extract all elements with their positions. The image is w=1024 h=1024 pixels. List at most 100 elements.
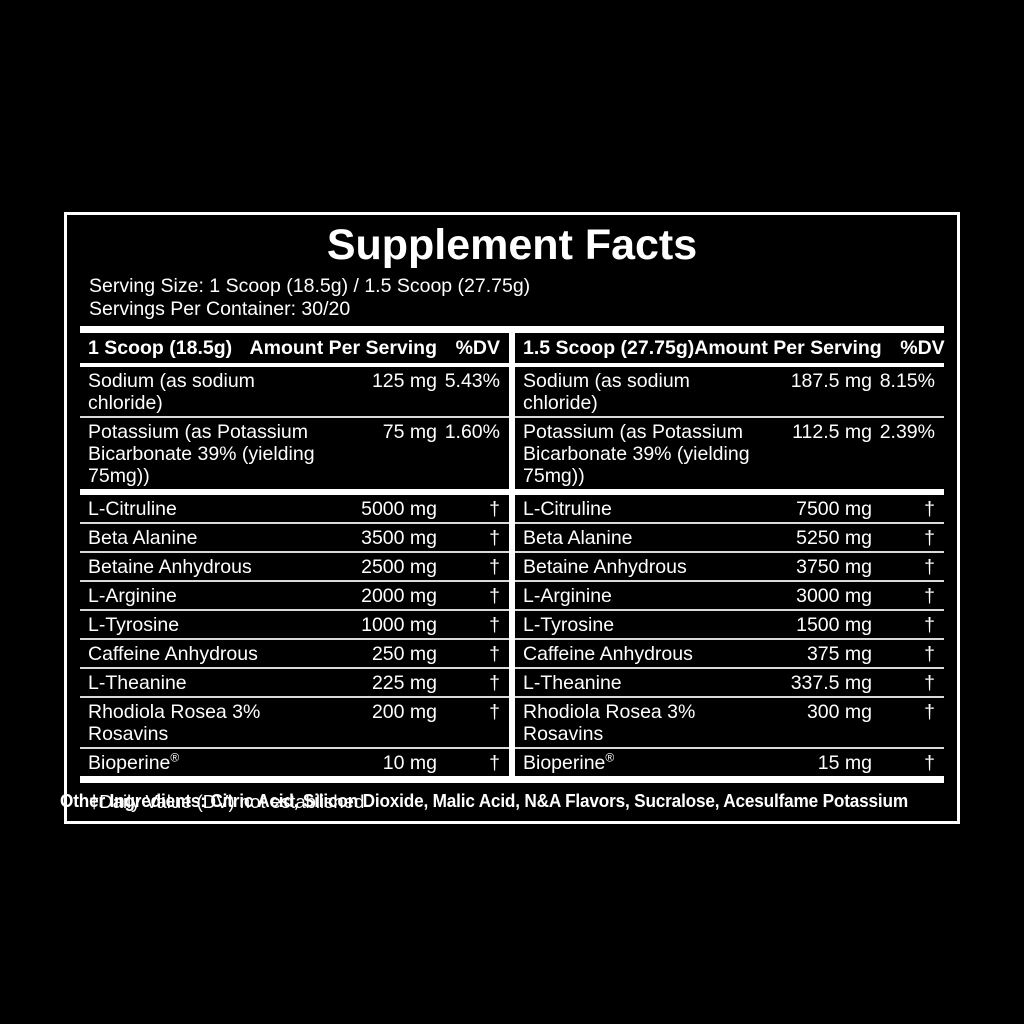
ingredient-row-dv: †: [489, 642, 500, 665]
ingredient-row-name: L-Theanine: [523, 671, 622, 694]
ingredient-row-name: Rhodiola Rosea 3% Rosavins: [80, 701, 317, 745]
ingredient-row-name: L-Arginine: [523, 584, 612, 607]
row-rule: [515, 696, 944, 698]
registered-trademark-symbol: ®: [605, 750, 615, 764]
ingredient-row-name: Betaine Anhydrous: [523, 555, 687, 578]
ingredient-row-amount: 200 mg: [371, 700, 437, 723]
mineral-row-amount: 112.5 mg: [792, 420, 872, 443]
serving-size-line: Serving Size: 1 Scoop (18.5g) / 1.5 Scoo…: [89, 275, 531, 297]
mineral-row-name: Potassium (as Potassium Bicarbonate 39% (…: [80, 421, 317, 487]
ingredient-row-name: Bioperine®: [88, 750, 180, 774]
ingredient-row-name: L-Citruline: [88, 497, 177, 520]
mineral-row: Sodium (as sodium chloride) 187.5 mg 8.15%: [515, 367, 944, 416]
ingredient-row-amount: 10 mg: [382, 751, 437, 774]
mineral-row-dv: 1.60%: [444, 420, 500, 443]
amount-per-serving-header: Amount Per Serving: [249, 337, 437, 359]
column-left: 1 Scoop (18.5g) Amount Per Serving %DV Sodi…: [80, 333, 509, 776]
supplement-facts-panel: Supplement Facts Serving Size: 1 Scoop (…: [64, 212, 960, 824]
percent-dv-header: %DV: [900, 337, 945, 359]
ingredient-row-dv: †: [489, 700, 500, 723]
ingredient-row-name: L-Citruline: [523, 497, 612, 520]
ingredient-row-amount: 2000 mg: [361, 584, 437, 607]
column-header: 1.5 Scoop (27.75g) Amount Per Serving %DV: [515, 333, 945, 363]
ingredient-row-dv: †: [489, 555, 500, 578]
column-right: 1.5 Scoop (27.75g) Amount Per Serving %DV S…: [515, 333, 945, 776]
mineral-row-name: Potassium (as Potassium Bicarbonate 39% (…: [515, 421, 752, 487]
ingredient-row-name: Rhodiola Rosea 3% Rosavins: [515, 701, 752, 745]
ingredient-row-dv: †: [924, 700, 935, 723]
ingredient-row-name-line2: Rosavins: [88, 722, 169, 745]
mineral-row-amount: 125 mg: [371, 369, 437, 392]
ingredient-row: Caffeine Anhydrous 375 mg †: [515, 640, 944, 667]
mineral-row-dv: 8.15%: [879, 369, 935, 392]
servings-per-container-line: Servings Per Container: 30/20: [89, 298, 351, 320]
ingredient-row: L-Tyrosine 1000 mg †: [80, 611, 509, 638]
ingredient-row-amount: 5000 mg: [361, 497, 437, 520]
row-rule: [515, 522, 944, 524]
ingredient-row-name: L-Theanine: [88, 671, 187, 694]
mineral-row: Sodium (as sodium chloride) 125 mg 5.43%: [80, 367, 509, 416]
amount-per-serving-header: Amount Per Serving: [694, 337, 882, 359]
row-rule: [515, 667, 944, 669]
bottom-divider-bar: [80, 776, 944, 783]
ingredient-row-dv: †: [924, 613, 935, 636]
mineral-row-name: Sodium (as sodium chloride): [523, 369, 690, 414]
mineral-row-name: Sodium (as sodium chloride): [88, 369, 255, 414]
ingredient-row-dv: †: [489, 613, 500, 636]
mineral-row-amount: 75 mg: [382, 420, 437, 443]
ingredient-row: L-Tyrosine 1500 mg †: [515, 611, 944, 638]
ingredient-row-name: Beta Alanine: [88, 526, 198, 549]
ingredient-row-dv: †: [489, 751, 500, 774]
top-divider-bar: [80, 326, 944, 333]
row-rule: [515, 609, 944, 611]
row-rule: [515, 580, 944, 582]
row-rule: [80, 696, 509, 698]
column-divider: [509, 333, 515, 776]
ingredient-row: L-Arginine 3000 mg †: [515, 582, 944, 609]
ingredient-row-dv: †: [924, 584, 935, 607]
ingredient-row-dv: †: [924, 671, 935, 694]
ingredient-row-name: Betaine Anhydrous: [88, 555, 252, 578]
ingredient-row-amount: 7500 mg: [796, 497, 872, 520]
ingredient-row-name-line2: Rosavins: [523, 722, 604, 745]
row-rule: [515, 416, 944, 418]
ingredient-row-dv: †: [489, 671, 500, 694]
ingredient-row-amount: 337.5 mg: [790, 671, 872, 694]
ingredient-row-amount: 375 mg: [806, 642, 872, 665]
ingredient-row-dv: †: [924, 751, 935, 774]
row-rule: [515, 638, 944, 640]
ingredient-row-name: Beta Alanine: [523, 526, 633, 549]
row-rule: [80, 609, 509, 611]
ingredient-row-amount: 250 mg: [371, 642, 437, 665]
ingredient-row-amount: 5250 mg: [796, 526, 872, 549]
column-header: 1 Scoop (18.5g) Amount Per Serving %DV: [80, 333, 509, 363]
percent-dv-header: %DV: [455, 337, 500, 359]
ingredient-row: L-Theanine 337.5 mg †: [515, 669, 944, 696]
serving-info: Serving Size: 1 Scoop (18.5g) / 1.5 Scoo…: [80, 275, 944, 321]
section-rule: [515, 489, 944, 495]
ingredient-row-amount: 3750 mg: [796, 555, 872, 578]
ingredient-row: L-Citruline 5000 mg †: [80, 495, 509, 522]
ingredient-row-amount: 1500 mg: [796, 613, 872, 636]
ingredient-row-amount: 300 mg: [806, 700, 872, 723]
ingredient-row-name: Caffeine Anhydrous: [523, 642, 693, 665]
mineral-row: Potassium (as Potassium Bicarbonate 39% (…: [80, 418, 509, 489]
ingredient-row: Caffeine Anhydrous 250 mg †: [80, 640, 509, 667]
ingredient-row: Bioperine® 15 mg †: [515, 749, 944, 776]
ingredient-row-name: Caffeine Anhydrous: [88, 642, 258, 665]
ingredient-row: L-Citruline 7500 mg †: [515, 495, 944, 522]
row-rule: [80, 416, 509, 418]
row-rule: [80, 638, 509, 640]
ingredient-row-name: L-Arginine: [88, 584, 177, 607]
ingredient-row: Betaine Anhydrous 3750 mg †: [515, 553, 944, 580]
row-rule: [80, 580, 509, 582]
mineral-row: Potassium (as Potassium Bicarbonate 39% (…: [515, 418, 944, 489]
ingredient-row: Rhodiola Rosea 3% Rosavins 300 mg †: [515, 698, 944, 747]
ingredient-row-name: L-Tyrosine: [523, 613, 615, 636]
registered-trademark-symbol: ®: [170, 750, 180, 764]
ingredient-row-amount: 15 mg: [817, 751, 872, 774]
mineral-row-amount: 187.5 mg: [790, 369, 872, 392]
scoop-size-label: 1.5 Scoop (27.75g): [523, 337, 695, 359]
ingredient-row: Bioperine® 10 mg †: [80, 749, 509, 776]
